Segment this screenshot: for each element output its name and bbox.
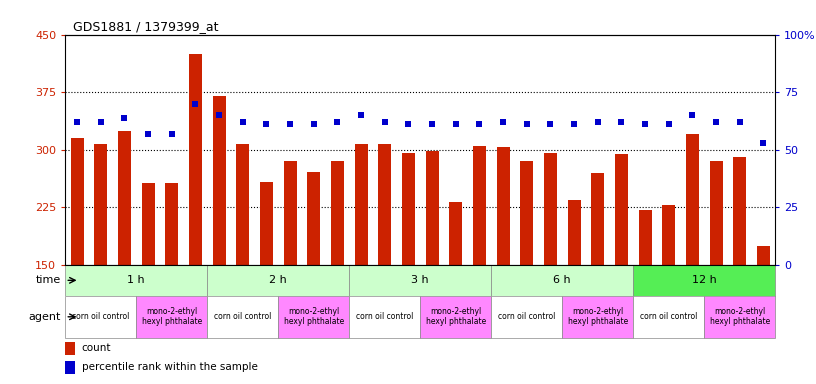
Bar: [118, 131, 131, 265]
Point: [567, 121, 580, 127]
Bar: [592, 173, 604, 265]
Bar: [734, 157, 746, 265]
Bar: [686, 134, 698, 265]
Point: [141, 131, 154, 137]
Bar: [308, 172, 320, 265]
Bar: [65, 361, 74, 374]
Point: [236, 119, 249, 125]
Text: GDS1881 / 1379399_at: GDS1881 / 1379399_at: [73, 20, 219, 33]
Bar: [663, 205, 675, 265]
Bar: [379, 144, 391, 265]
Text: corn oil control: corn oil control: [72, 312, 130, 321]
Text: count: count: [82, 343, 111, 353]
Point: [449, 121, 462, 127]
Point: [70, 119, 83, 125]
Bar: [450, 202, 462, 265]
Bar: [633, 265, 775, 296]
Point: [591, 119, 604, 125]
Point: [496, 119, 509, 125]
Text: mono-2-ethyl
hexyl phthalate: mono-2-ethyl hexyl phthalate: [710, 307, 769, 326]
Bar: [349, 265, 491, 296]
Bar: [491, 296, 562, 338]
Point: [354, 112, 367, 118]
Bar: [331, 161, 344, 265]
Bar: [207, 296, 278, 338]
Bar: [491, 265, 633, 296]
Text: corn oil control: corn oil control: [214, 312, 272, 321]
Bar: [65, 296, 136, 338]
Point: [118, 114, 131, 121]
Bar: [284, 161, 296, 265]
Text: 3 h: 3 h: [411, 275, 429, 285]
Bar: [521, 161, 533, 265]
Bar: [562, 296, 633, 338]
Bar: [355, 144, 367, 265]
Text: time: time: [36, 275, 61, 285]
Bar: [65, 265, 207, 296]
Bar: [704, 296, 775, 338]
Point: [685, 112, 698, 118]
Point: [212, 112, 225, 118]
Bar: [65, 342, 74, 355]
Point: [638, 121, 651, 127]
Bar: [237, 144, 249, 265]
Bar: [260, 182, 273, 265]
Bar: [349, 296, 420, 338]
Bar: [278, 296, 349, 338]
Bar: [71, 138, 83, 265]
Bar: [207, 265, 349, 296]
Point: [283, 121, 296, 127]
Bar: [639, 210, 651, 265]
Point: [425, 121, 438, 127]
Bar: [426, 151, 438, 265]
Bar: [420, 296, 491, 338]
Point: [188, 101, 202, 107]
Bar: [615, 154, 628, 265]
Point: [614, 119, 628, 125]
Bar: [710, 161, 722, 265]
Point: [709, 119, 722, 125]
Bar: [166, 183, 178, 265]
Text: percentile rank within the sample: percentile rank within the sample: [82, 362, 258, 372]
Text: 1 h: 1 h: [127, 275, 145, 285]
Point: [94, 119, 107, 125]
Text: mono-2-ethyl
hexyl phthalate: mono-2-ethyl hexyl phthalate: [568, 307, 628, 326]
Point: [756, 140, 769, 146]
Text: 12 h: 12 h: [692, 275, 716, 285]
Point: [330, 119, 344, 125]
Point: [520, 121, 533, 127]
Text: mono-2-ethyl
hexyl phthalate: mono-2-ethyl hexyl phthalate: [426, 307, 486, 326]
Text: corn oil control: corn oil control: [356, 312, 414, 321]
Text: 2 h: 2 h: [269, 275, 287, 285]
Bar: [213, 96, 225, 265]
Point: [662, 121, 675, 127]
Bar: [95, 144, 107, 265]
Bar: [633, 296, 704, 338]
Text: mono-2-ethyl
hexyl phthalate: mono-2-ethyl hexyl phthalate: [284, 307, 344, 326]
Bar: [568, 200, 580, 265]
Point: [543, 121, 557, 127]
Point: [472, 121, 486, 127]
Bar: [189, 54, 202, 265]
Bar: [497, 147, 509, 265]
Bar: [757, 246, 769, 265]
Bar: [402, 153, 415, 265]
Text: mono-2-ethyl
hexyl phthalate: mono-2-ethyl hexyl phthalate: [142, 307, 202, 326]
Point: [259, 121, 273, 127]
Point: [378, 119, 391, 125]
Text: agent: agent: [29, 312, 61, 322]
Text: corn oil control: corn oil control: [498, 312, 556, 321]
Point: [165, 131, 178, 137]
Bar: [473, 146, 486, 265]
Bar: [136, 296, 207, 338]
Point: [733, 119, 746, 125]
Text: 6 h: 6 h: [553, 275, 571, 285]
Bar: [544, 153, 557, 265]
Text: corn oil control: corn oil control: [640, 312, 698, 321]
Bar: [142, 183, 154, 265]
Point: [307, 121, 320, 127]
Point: [401, 121, 415, 127]
